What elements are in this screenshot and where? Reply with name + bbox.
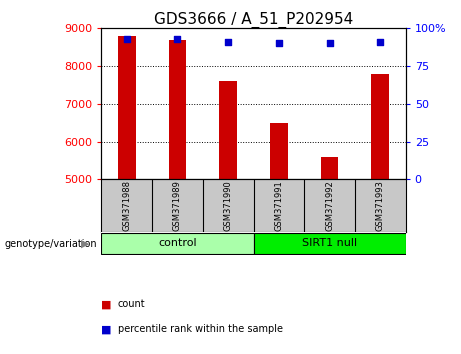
Text: GSM371990: GSM371990 [224, 181, 233, 231]
Point [275, 41, 283, 46]
Point [225, 39, 232, 45]
Text: ■: ■ [101, 324, 112, 334]
Bar [101, 233, 254, 254]
Text: genotype/variation: genotype/variation [5, 239, 97, 249]
Text: percentile rank within the sample: percentile rank within the sample [118, 324, 283, 334]
Point [123, 36, 130, 42]
Point [377, 39, 384, 45]
Text: ▶: ▶ [82, 239, 90, 249]
Bar [118, 36, 136, 179]
Text: GSM371992: GSM371992 [325, 181, 334, 231]
Text: GSM371989: GSM371989 [173, 180, 182, 231]
Bar [321, 157, 338, 179]
Text: GSM371993: GSM371993 [376, 180, 385, 231]
Text: GSM371991: GSM371991 [274, 181, 284, 231]
Text: GSM371988: GSM371988 [122, 180, 131, 231]
Bar [372, 74, 389, 179]
Text: control: control [158, 238, 197, 248]
Bar [270, 123, 288, 179]
Text: SIRT1 null: SIRT1 null [302, 238, 357, 248]
Text: count: count [118, 299, 145, 309]
Title: GDS3666 / A_51_P202954: GDS3666 / A_51_P202954 [154, 12, 353, 28]
Text: ■: ■ [101, 299, 112, 309]
Bar [219, 81, 237, 179]
Point [326, 41, 333, 46]
Bar [169, 40, 186, 179]
Bar [254, 233, 406, 254]
Point [174, 36, 181, 42]
